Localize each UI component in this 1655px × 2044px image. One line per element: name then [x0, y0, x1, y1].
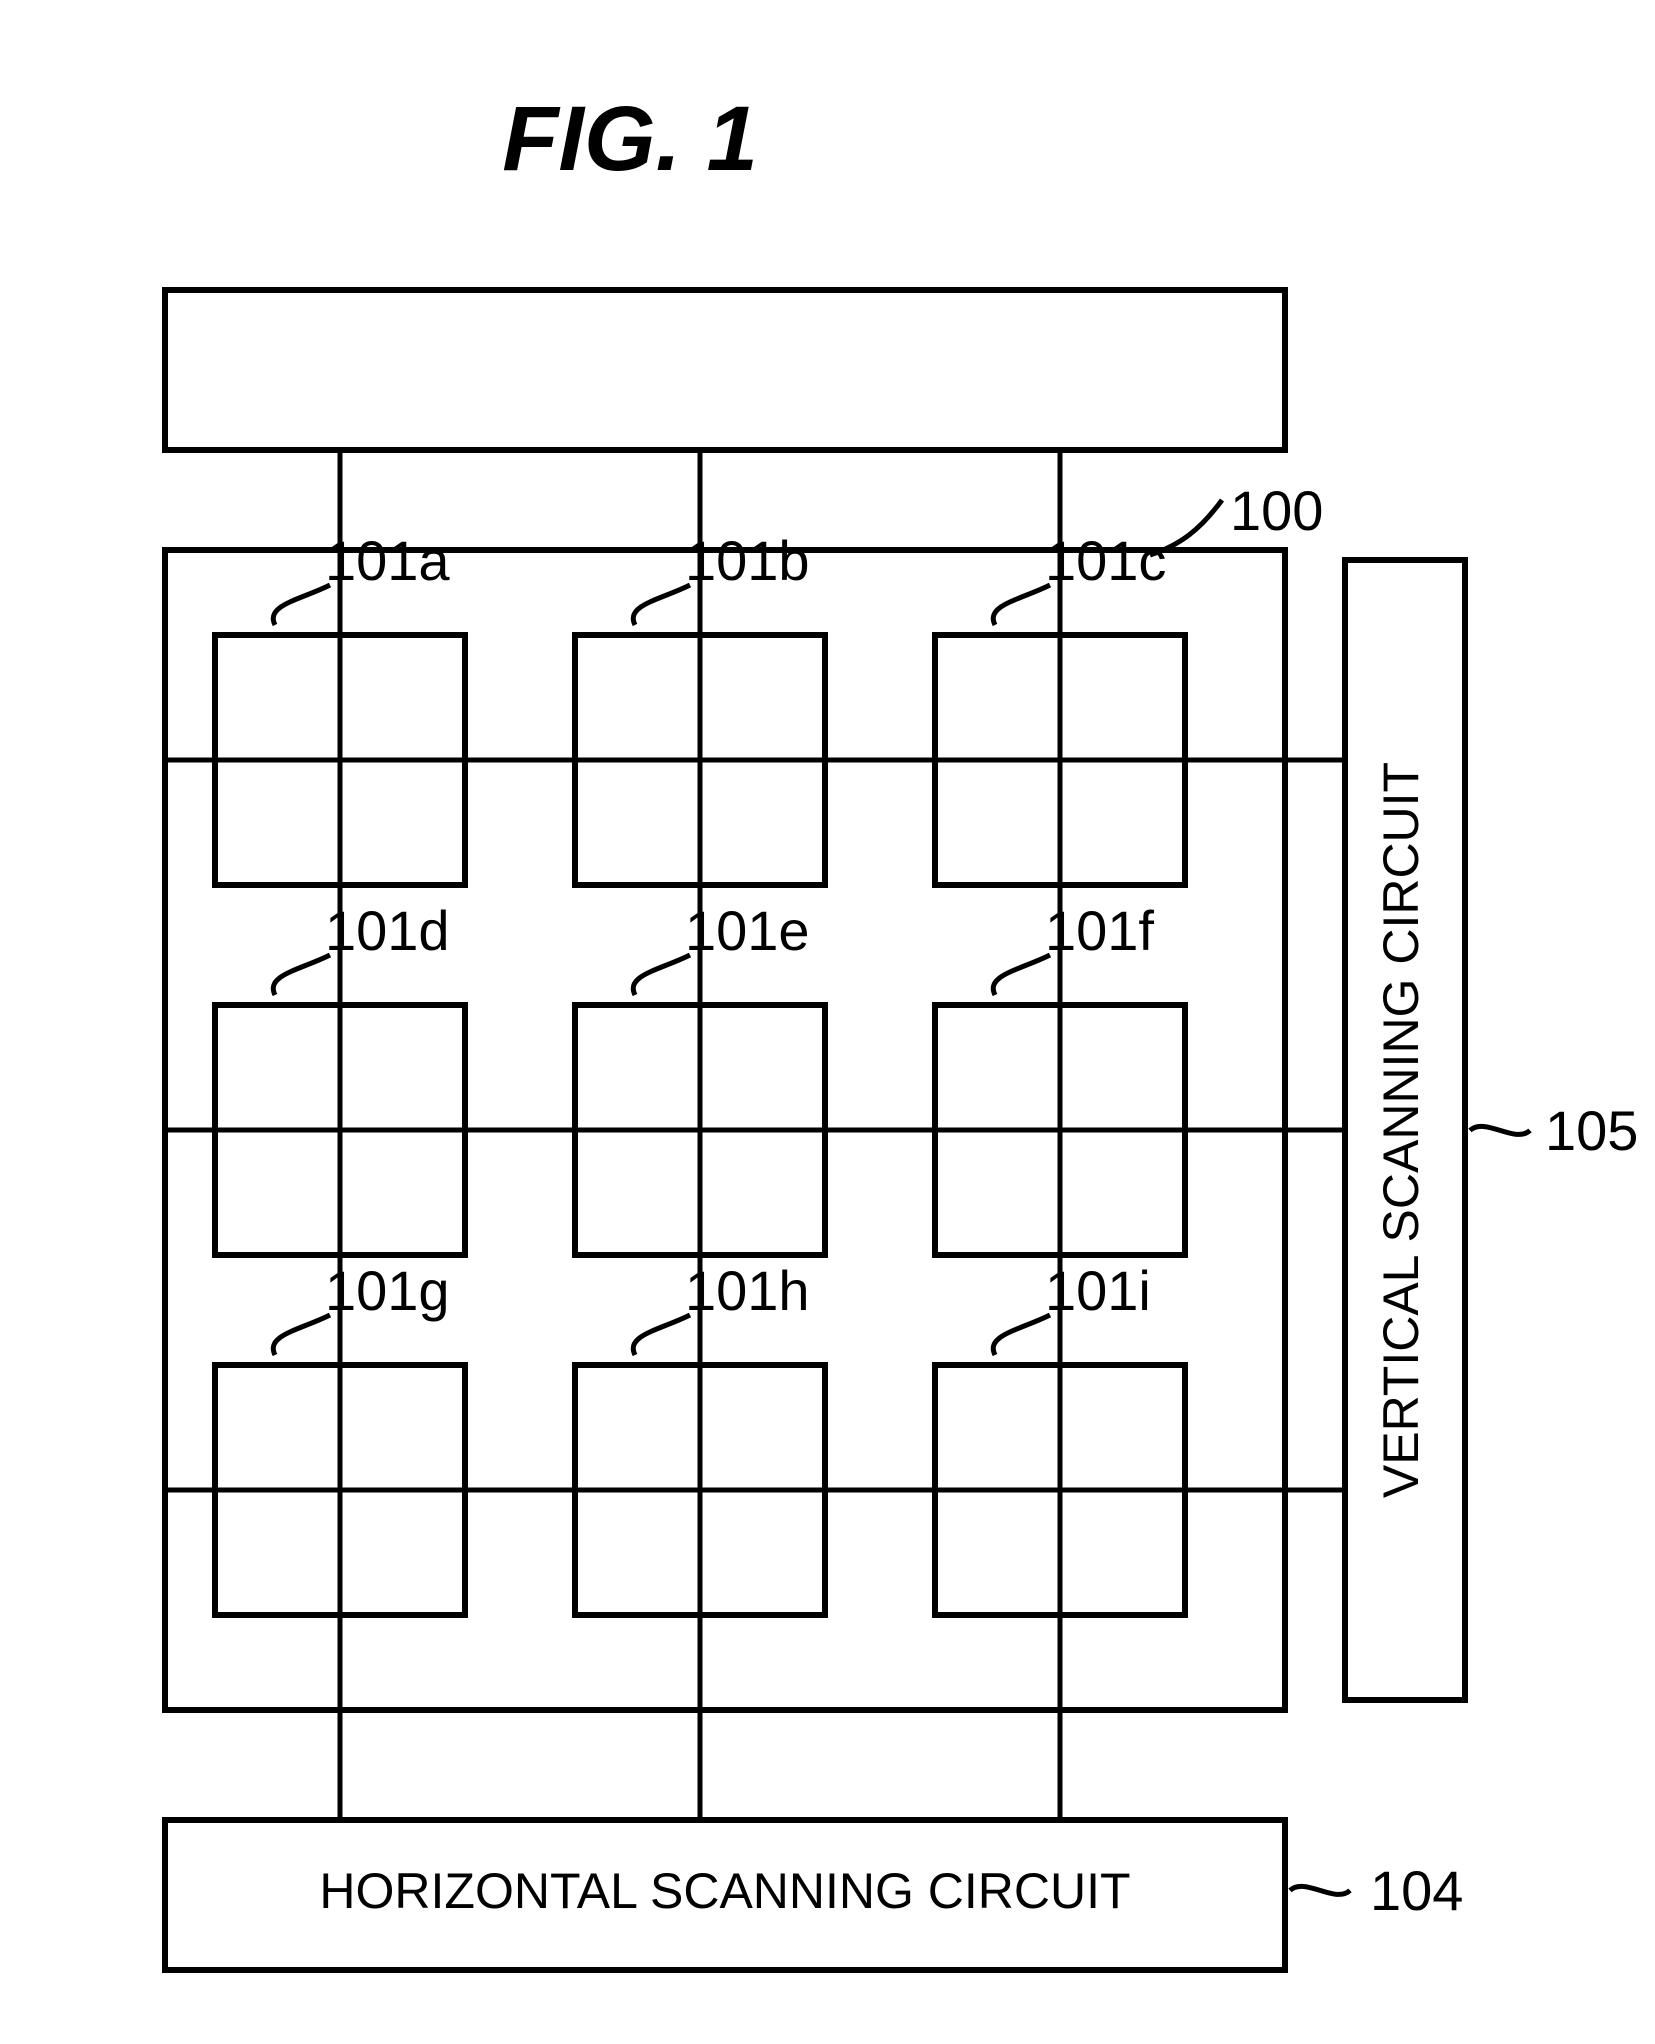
cell-leader — [993, 1315, 1050, 1355]
cell-leader — [633, 955, 690, 995]
cell-label: 101g — [325, 1259, 450, 1322]
cell-leader — [273, 1315, 330, 1355]
cell-label: 101i — [1045, 1259, 1151, 1322]
cell-leader — [273, 585, 330, 625]
top-block — [165, 290, 1285, 450]
ref-105-leader — [1470, 1126, 1530, 1134]
cell-leader — [273, 955, 330, 995]
ref-104-leader — [1290, 1886, 1350, 1894]
horizontal-scanning-label: HORIZONTAL SCANNING CIRCUIT — [319, 1863, 1130, 1919]
cell-leader — [633, 1315, 690, 1355]
cell-label: 101e — [685, 899, 810, 962]
vertical-scanning-label: VERTICAL SCANNING CIRCUIT — [1373, 762, 1429, 1498]
ref-105-label: 105 — [1545, 1099, 1638, 1162]
cell-label: 101a — [325, 529, 450, 592]
cell-leader — [633, 585, 690, 625]
cell-label: 101h — [685, 1259, 810, 1322]
cell-label: 101d — [325, 899, 450, 962]
cell-leader — [993, 585, 1050, 625]
ref-104-label: 104 — [1370, 1859, 1463, 1922]
cell-label: 101c — [1045, 529, 1166, 592]
cell-label: 101f — [1045, 899, 1154, 962]
figure-title: FIG. 1 — [502, 88, 758, 190]
cell-label: 101b — [685, 529, 810, 592]
cell-leader — [993, 955, 1050, 995]
ref-100-label: 100 — [1230, 479, 1323, 542]
